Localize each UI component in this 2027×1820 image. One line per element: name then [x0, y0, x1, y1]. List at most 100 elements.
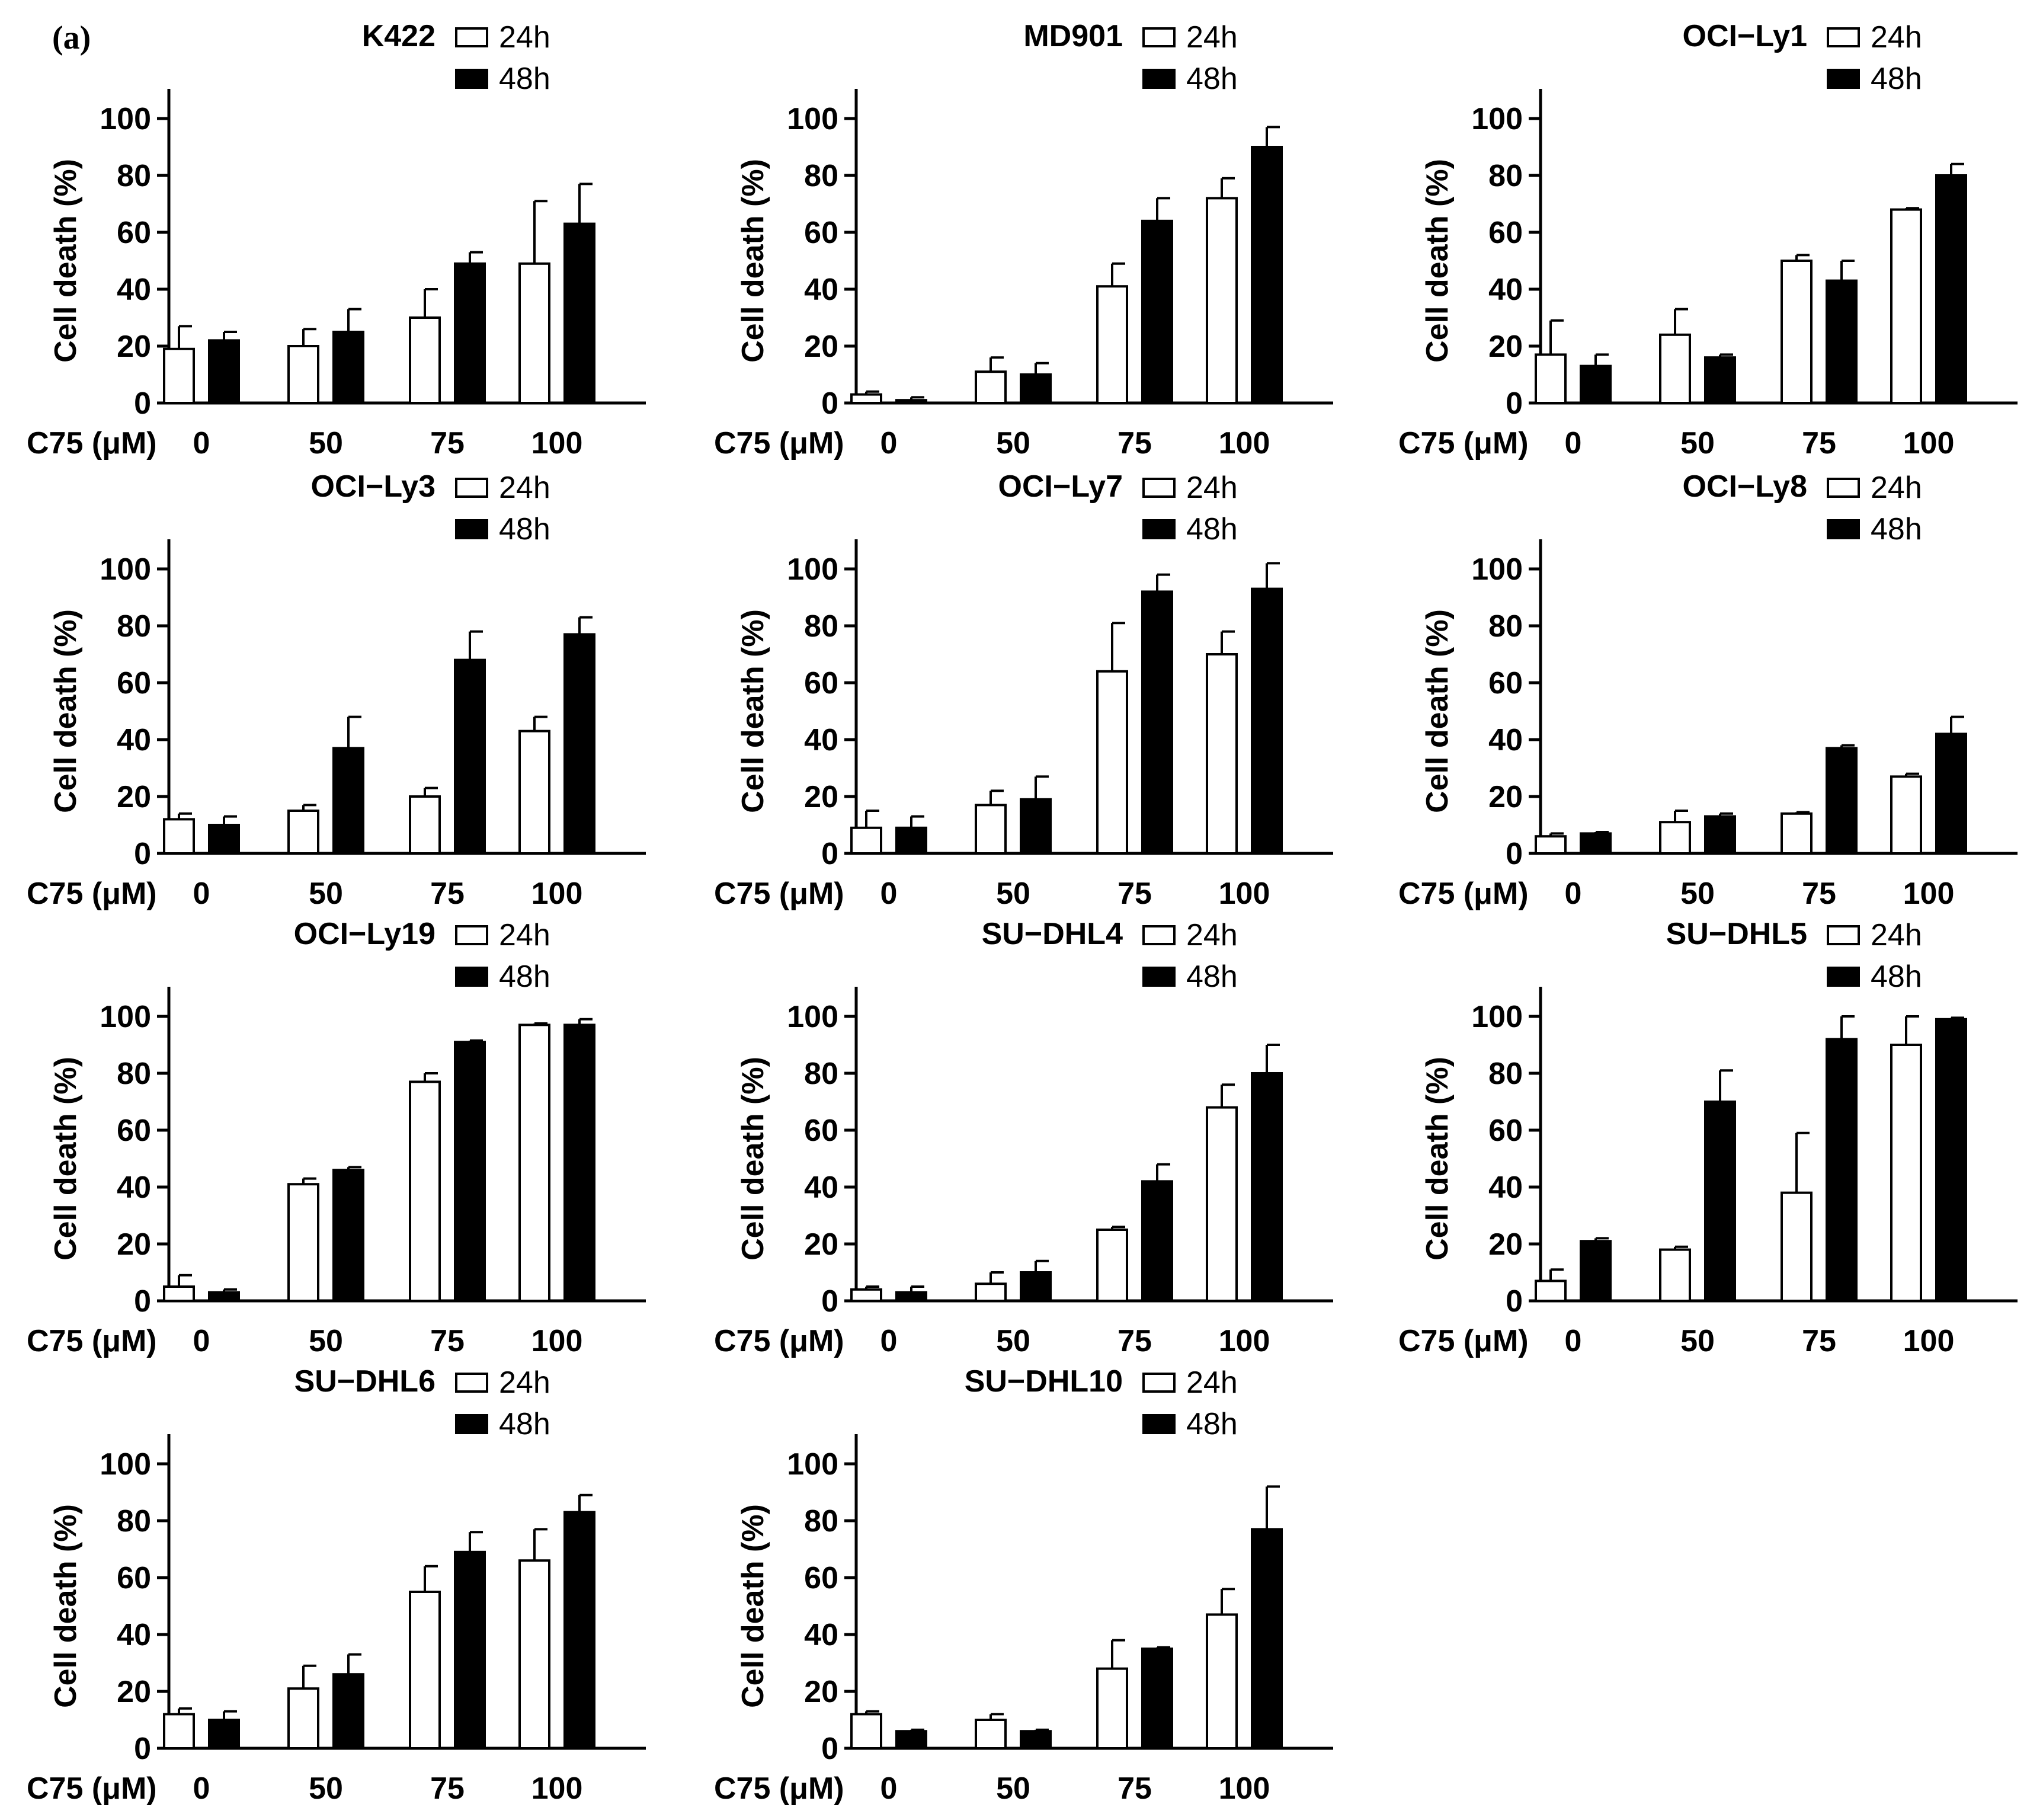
y-tick-label: 20	[1488, 330, 1523, 364]
bar-24h	[1206, 1106, 1238, 1302]
x-tick-label: 50	[309, 1771, 343, 1806]
y-tick-label: 20	[804, 1227, 838, 1262]
y-tick-label: 100	[787, 102, 838, 136]
legend-label: 24h	[1871, 471, 1922, 505]
x-axis-label: C75 (μM)	[1398, 877, 1529, 911]
bar-24h	[1206, 197, 1238, 404]
y-tick-label: 100	[787, 552, 838, 587]
bar-24h	[518, 730, 550, 855]
x-tick-label: 0	[880, 1324, 898, 1358]
bar-48h	[1141, 590, 1173, 855]
bar-48h	[1251, 1528, 1283, 1749]
bar-48h	[1935, 174, 1967, 404]
x-tick-label: 75	[430, 1771, 465, 1806]
x-tick-label: 75	[1802, 1324, 1836, 1358]
y-tick-label: 40	[117, 1618, 151, 1652]
bar-24h	[1659, 333, 1691, 404]
y-tick-label: 60	[804, 666, 838, 701]
y-tick-label: 80	[804, 1057, 838, 1091]
bar-48h	[208, 824, 240, 855]
bar-24h	[1781, 812, 1813, 855]
bar-24h	[1206, 653, 1238, 855]
y-tick-label: 100	[100, 102, 151, 136]
y-axis-label: Cell death (%)	[1420, 159, 1455, 363]
x-tick-label: 50	[996, 426, 1030, 460]
legend-label: 48h	[499, 1407, 550, 1441]
bar-48h	[454, 1550, 486, 1749]
legend-swatch-24h	[455, 1373, 488, 1393]
x-axis-label: C75 (μM)	[27, 877, 157, 911]
chart-title: OCI−Ly7	[998, 469, 1123, 504]
y-axis-label: Cell death (%)	[49, 609, 83, 813]
y-tick-label: 20	[117, 1227, 151, 1262]
x-tick-label: 75	[1117, 1324, 1152, 1358]
bar-48h	[454, 262, 486, 404]
bar-48h	[1020, 373, 1052, 404]
legend-swatch-48h	[1142, 1414, 1176, 1434]
chart-title: OCI−Ly8	[1683, 469, 1808, 504]
bar-24h	[163, 347, 195, 404]
y-tick-label: 80	[117, 1504, 151, 1538]
chart-panel: SU−DHL6 24h 48h Cell death (%) 0 20 40 60 80 100 C…	[27, 1364, 646, 1806]
bar-48h	[1704, 815, 1736, 855]
y-tick-label: 20	[117, 1675, 151, 1709]
y-tick-label: 80	[117, 609, 151, 644]
bar-24h	[287, 345, 319, 404]
x-axis-label: C75 (μM)	[714, 426, 844, 460]
bar-24h	[409, 795, 441, 855]
legend-swatch-48h	[1142, 519, 1176, 539]
bar-48h	[895, 399, 927, 405]
y-axis-label: Cell death (%)	[736, 159, 770, 363]
legend-swatch-24h	[1142, 925, 1176, 945]
bar-24h	[1535, 835, 1567, 855]
y-tick-label: 0	[1506, 1284, 1523, 1319]
y-tick-label: 40	[1488, 273, 1523, 307]
bar-48h	[1826, 1038, 1858, 1302]
x-tick-label: 0	[1565, 877, 1582, 911]
x-tick-label: 0	[880, 1771, 898, 1806]
x-tick-label: 50	[1680, 877, 1715, 911]
legend-swatch-48h	[455, 69, 488, 89]
legend-label: 24h	[499, 471, 550, 505]
legend-swatch-24h	[1142, 27, 1176, 47]
bar-24h	[1096, 1667, 1128, 1749]
bar-24h	[518, 1559, 550, 1749]
legend-swatch-48h	[455, 967, 488, 987]
bar-48h	[1580, 832, 1612, 855]
bar-24h	[975, 370, 1007, 405]
bar-24h	[1096, 670, 1128, 855]
legend-label: 48h	[1186, 62, 1238, 96]
legend-label: 48h	[1871, 512, 1922, 546]
bar-24h	[975, 1282, 1007, 1303]
bar-48h	[895, 1291, 927, 1302]
bar-48h	[1251, 1072, 1283, 1302]
bar-24h	[1890, 1044, 1922, 1302]
legend-label: 24h	[1871, 20, 1922, 55]
y-axis-label: Cell death (%)	[49, 1504, 83, 1708]
legend-label: 24h	[1186, 471, 1238, 505]
y-tick-label: 60	[804, 216, 838, 250]
x-axis-label: C75 (μM)	[714, 1771, 844, 1806]
y-axis-label: Cell death (%)	[736, 1504, 770, 1708]
x-tick-label: 100	[1903, 426, 1955, 460]
bar-48h	[1020, 1730, 1052, 1750]
legend-label: 48h	[1871, 62, 1922, 96]
legend-label: 24h	[499, 918, 550, 952]
legend-label: 24h	[1186, 1365, 1238, 1400]
y-tick-label: 60	[117, 1561, 151, 1595]
y-tick-label: 80	[117, 1057, 151, 1091]
legend-swatch-48h	[455, 519, 488, 539]
y-axis-label: Cell death (%)	[1420, 1057, 1455, 1261]
legend-label: 48h	[499, 512, 550, 546]
bar-24h	[1659, 821, 1691, 855]
legend-swatch-48h	[1827, 519, 1860, 539]
x-tick-label: 50	[309, 877, 343, 911]
bar-24h	[975, 804, 1007, 855]
y-tick-label: 40	[1488, 1170, 1523, 1205]
bar-48h	[563, 222, 595, 404]
x-tick-label: 100	[531, 426, 583, 460]
chart-panel: MD901 24h 48h Cell death (%) 0 20 40 60 80 100 C75…	[714, 19, 1333, 460]
bar-48h	[563, 633, 595, 855]
y-tick-label: 0	[821, 386, 838, 421]
